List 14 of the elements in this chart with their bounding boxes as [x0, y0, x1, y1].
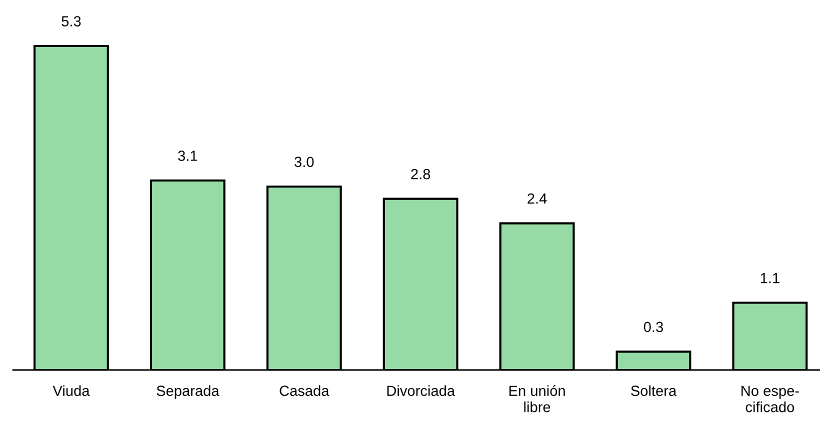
x-tick-label: Viuda: [52, 385, 90, 396]
data-label: 0.3: [644, 322, 663, 332]
x-tick-label: Divorciada: [387, 385, 456, 396]
x-tick-label: Separada: [156, 385, 220, 399]
data-label: 5.3: [62, 16, 81, 26]
data-label: 1.1: [760, 273, 780, 284]
x-tick-label: Casada: [280, 385, 330, 396]
x-tick-label: No espe- cificado: [742, 386, 799, 412]
data-label: 2.4: [528, 193, 547, 204]
data-label: 3.0: [294, 156, 314, 168]
data-label: 2.8: [411, 168, 430, 180]
x-tick-label: Soltera: [631, 385, 677, 396]
x-tick-label: En unión libre: [509, 385, 565, 412]
data-label: 3.1: [178, 150, 198, 161]
